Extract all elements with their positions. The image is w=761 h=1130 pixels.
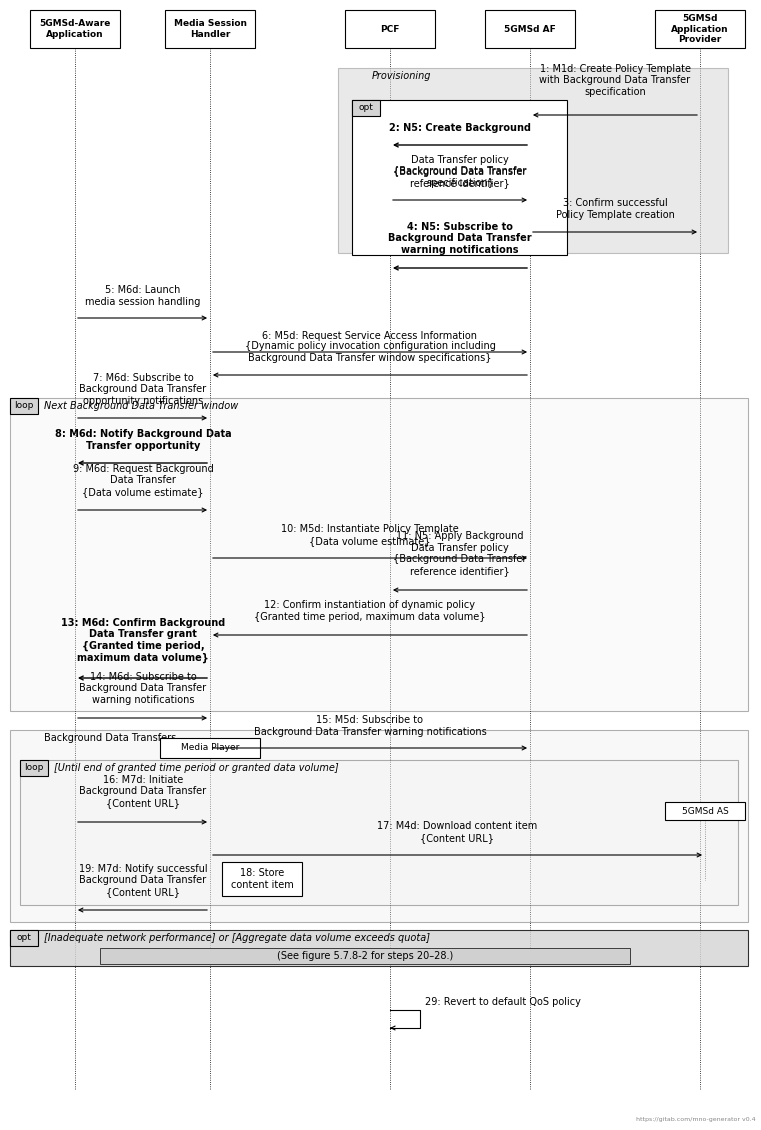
- Text: Media Session
Handler: Media Session Handler: [174, 19, 247, 38]
- Text: 2: N5: Create Background: 2: N5: Create Background: [389, 123, 531, 133]
- Bar: [345, 10, 435, 47]
- Text: opt: opt: [358, 104, 374, 113]
- Text: PCF: PCF: [380, 25, 400, 34]
- Text: {Background Data Transfer
reference identifier}: {Background Data Transfer reference iden…: [393, 166, 527, 188]
- Bar: [160, 738, 260, 758]
- Text: 29: Revert to default QoS policy: 29: Revert to default QoS policy: [425, 997, 581, 1007]
- Bar: [100, 948, 630, 964]
- Text: Next Background Data Transfer window: Next Background Data Transfer window: [44, 401, 238, 411]
- Text: 4: N5: Subscribe to
Background Data Transfer
warning notifications: 4: N5: Subscribe to Background Data Tran…: [388, 221, 532, 255]
- Text: 15: M5d: Subscribe to
Background Data Transfer warning notifications: 15: M5d: Subscribe to Background Data Tr…: [253, 715, 486, 737]
- Text: loop: loop: [14, 401, 33, 410]
- Bar: [352, 99, 380, 116]
- Text: 7: M6d: Subscribe to
Background Data Transfer
opportunity notifications: 7: M6d: Subscribe to Background Data Tra…: [79, 373, 206, 406]
- Bar: [165, 10, 255, 47]
- Text: {Dynamic policy invocation configuration including
Background Data Transfer wind: {Dynamic policy invocation configuration…: [244, 341, 495, 363]
- Bar: [10, 398, 38, 414]
- Text: 1: M1d: Create Policy Template
with Background Data Transfer
specification: 1: M1d: Create Policy Template with Back…: [540, 63, 690, 97]
- Bar: [352, 99, 567, 255]
- Bar: [10, 398, 748, 711]
- Text: [Inadequate network performance] or [Aggregate data volume exceeds quota]: [Inadequate network performance] or [Agg…: [44, 933, 430, 944]
- Text: 8: M6d: Notify Background Data
Transfer opportunity: 8: M6d: Notify Background Data Transfer …: [55, 429, 231, 451]
- Text: 3: Confirm successful
Policy Template creation: 3: Confirm successful Policy Template cr…: [556, 199, 674, 220]
- Text: 11: N5: Apply Background
Data Transfer policy
{Background Data Transfer
referenc: 11: N5: Apply Background Data Transfer p…: [393, 531, 527, 576]
- Text: 5GMSd AF: 5GMSd AF: [504, 25, 556, 34]
- Text: 5GMSd AS: 5GMSd AS: [682, 807, 728, 816]
- Text: https://gitab.com/mno-generator v0.4: https://gitab.com/mno-generator v0.4: [636, 1116, 756, 1122]
- Text: Background Data Transfers: Background Data Transfers: [44, 733, 177, 744]
- Text: 5: M6d: Launch
media session handling: 5: M6d: Launch media session handling: [85, 286, 201, 307]
- Text: (See figure 5.7.8-2 for steps 20–28.): (See figure 5.7.8-2 for steps 20–28.): [277, 951, 453, 960]
- Bar: [10, 730, 748, 922]
- Bar: [10, 930, 748, 966]
- Text: loop: loop: [24, 764, 43, 773]
- Text: 12: Confirm instantiation of dynamic policy
{Granted time period, maximum data v: 12: Confirm instantiation of dynamic pol…: [254, 600, 486, 622]
- Text: [Until end of granted time period or granted data volume]: [Until end of granted time period or gra…: [54, 763, 339, 773]
- Text: 5GMSd-Aware
Application: 5GMSd-Aware Application: [40, 19, 110, 38]
- Bar: [10, 930, 38, 946]
- Bar: [20, 760, 738, 905]
- Bar: [655, 10, 745, 47]
- Text: 6: M5d: Request Service Access Information: 6: M5d: Request Service Access Informati…: [263, 331, 477, 341]
- Bar: [222, 862, 302, 896]
- Text: 19: M7d: Notify successful
Background Data Transfer
{Content URL}: 19: M7d: Notify successful Background Da…: [78, 863, 207, 897]
- Bar: [338, 68, 728, 253]
- Text: 5GMSd
Application
Provider: 5GMSd Application Provider: [671, 14, 729, 44]
- Text: 16: M7d: Initiate
Background Data Transfer
{Content URL}: 16: M7d: Initiate Background Data Transf…: [79, 775, 206, 808]
- Text: 13: M6d: Confirm Background
Data Transfer grant
{Granted time period,
maximum da: 13: M6d: Confirm Background Data Transfe…: [61, 618, 225, 663]
- Text: opt: opt: [17, 933, 31, 942]
- Text: Provisioning: Provisioning: [372, 71, 431, 81]
- Text: Media Player: Media Player: [181, 744, 239, 753]
- Bar: [665, 802, 745, 820]
- Text: 18: Store
content item: 18: Store content item: [231, 868, 294, 889]
- Text: 9: M6d: Request Background
Data Transfer
{Data volume estimate}: 9: M6d: Request Background Data Transfer…: [72, 463, 213, 497]
- Bar: [30, 10, 120, 47]
- Bar: [20, 760, 48, 776]
- Bar: [485, 10, 575, 47]
- Text: 14: M6d: Subscribe to
Background Data Transfer
warning notifications: 14: M6d: Subscribe to Background Data Tr…: [79, 672, 206, 705]
- Text: Data Transfer policy
{Background Data Transfer
specification}: Data Transfer policy {Background Data Tr…: [393, 155, 527, 189]
- Text: 17: M4d: Download content item
{Content URL}: 17: M4d: Download content item {Content …: [377, 822, 537, 843]
- Text: 10: M5d: Instantiate Policy Template
{Data volume estimate}: 10: M5d: Instantiate Policy Template {Da…: [281, 524, 459, 546]
